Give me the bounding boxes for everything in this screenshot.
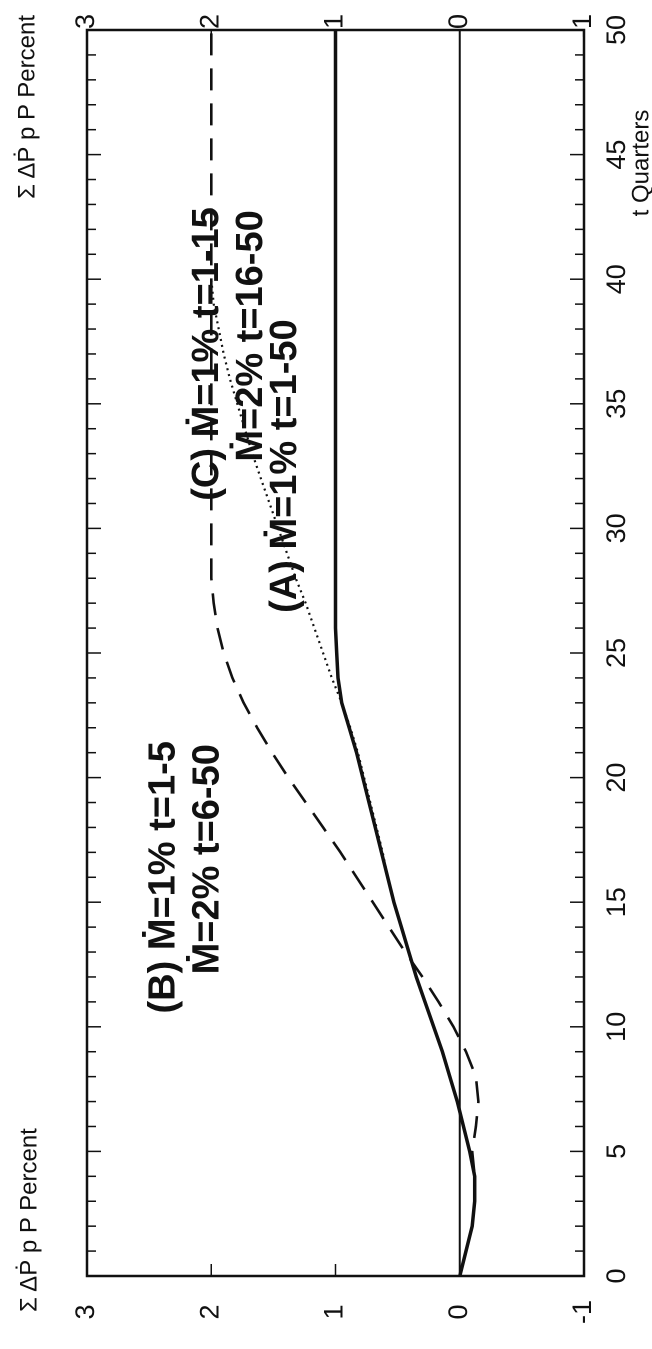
x-tick-label: 30 [601, 513, 631, 543]
x-tick-label: 20 [601, 763, 631, 793]
x-tick-label: 15 [601, 887, 631, 917]
y-axis-label-left: Σ ΔṖ p P Percent [15, 1128, 42, 1312]
x-axis-label: t Quarters [627, 110, 652, 217]
annotation-c: (C) Ṁ=1% t=1-15 [185, 207, 227, 501]
y-tick-label: 2 [194, 1304, 224, 1319]
series-line-dashed [210, 30, 480, 1277]
series-line-dotted [210, 279, 395, 903]
y-tick-label: -1 [567, 1300, 597, 1324]
annotation-a: (A) Ṁ=1% t=1-50 [263, 319, 305, 613]
x-tick-label: 40 [601, 264, 631, 294]
tick-marks [86, 29, 585, 1277]
y-tick-label: 3 [70, 1304, 100, 1319]
y-tick-label: 0 [443, 14, 473, 29]
annotation-c: Ṁ=2% t=16-50 [229, 210, 271, 461]
y-tick-label: 1 [319, 14, 349, 29]
x-tick-label: 35 [601, 389, 631, 419]
y-tick-label: 2 [194, 14, 224, 29]
x-tick-label: 5 [601, 1144, 631, 1159]
annotation-b: (B) Ṁ=1% t=1-5 [141, 741, 183, 1013]
y-tick-label: 0 [443, 1304, 473, 1319]
y-tick-label: 1 [319, 1304, 349, 1319]
series-layer [210, 30, 480, 1277]
y-axis-label-right: Σ ΔṖ p P Percent [13, 15, 40, 199]
x-tick-label: 0 [601, 1268, 631, 1283]
x-tick-label: 50 [601, 15, 631, 45]
x-tick-label: 25 [601, 638, 631, 668]
series-line-solid [333, 30, 477, 1277]
y-tick-label: -1 [567, 14, 597, 38]
x-tick-label: 10 [601, 1012, 631, 1042]
x-tick-label: 45 [601, 140, 631, 170]
annotation-b: Ṁ=2% t=6-50 [185, 744, 227, 974]
y-tick-label: 3 [70, 14, 100, 29]
